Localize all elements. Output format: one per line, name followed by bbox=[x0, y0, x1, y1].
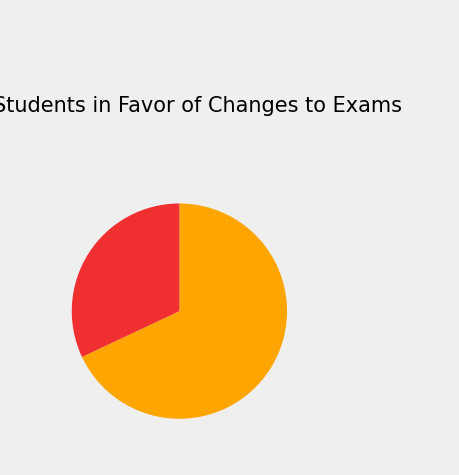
Wedge shape bbox=[72, 203, 179, 357]
Wedge shape bbox=[82, 203, 286, 419]
Title: Students in Favor of Changes to Exams: Students in Favor of Changes to Exams bbox=[0, 96, 401, 116]
